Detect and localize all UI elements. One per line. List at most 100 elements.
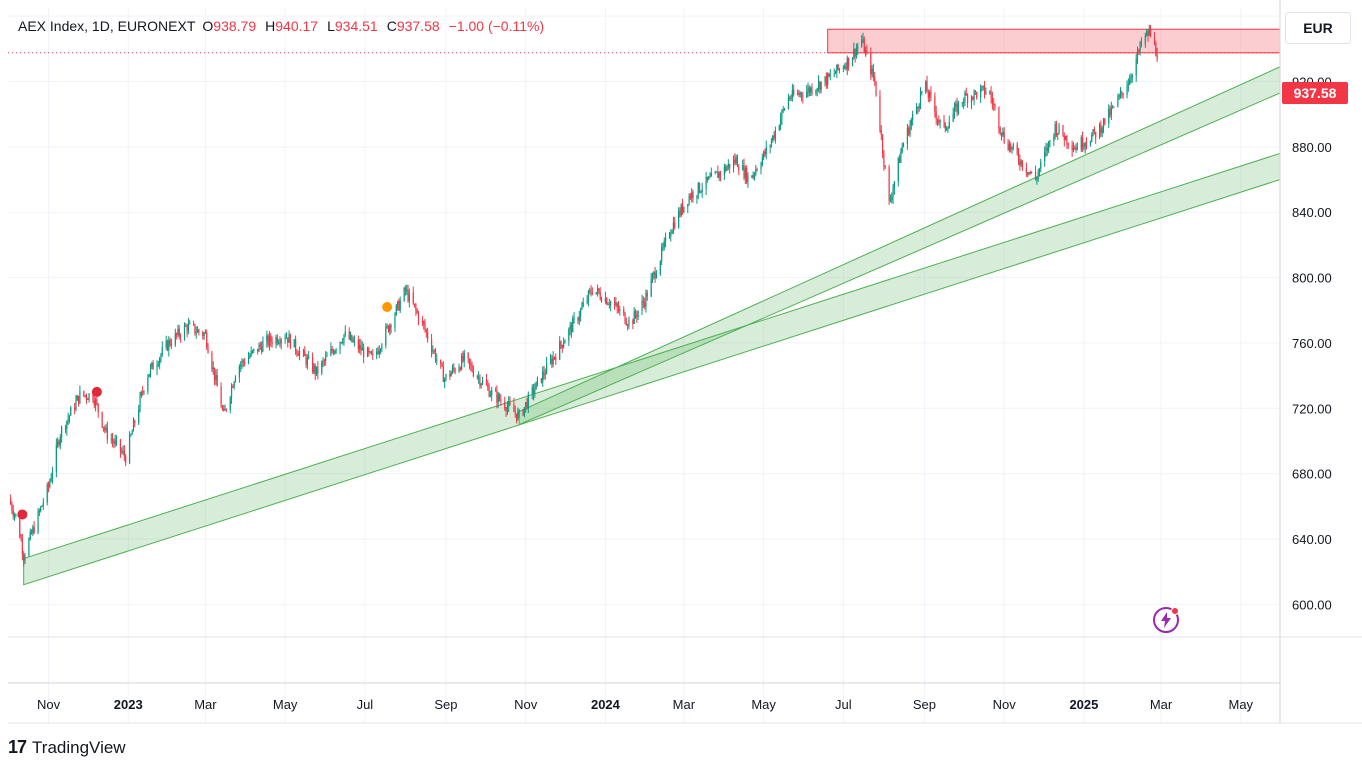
candle-body	[353, 339, 356, 341]
candle-body	[1037, 172, 1039, 179]
candle-body	[1089, 141, 1092, 144]
candle-body	[780, 118, 782, 126]
candle-body	[1057, 132, 1059, 136]
candle-body	[334, 350, 336, 354]
candle-body	[1138, 50, 1140, 52]
candle-body	[115, 439, 118, 441]
candle-body	[570, 325, 573, 333]
candle-body	[726, 167, 728, 171]
candle-body	[88, 393, 90, 400]
candle-body	[955, 103, 957, 107]
candle-body	[915, 106, 918, 114]
candle-body	[990, 91, 992, 98]
candle-body	[406, 289, 408, 291]
candle-body	[1046, 147, 1048, 151]
candle-body	[742, 165, 744, 171]
candle-body	[314, 365, 316, 375]
candle-body	[1139, 42, 1141, 52]
candle-body	[710, 173, 712, 177]
candle-body	[458, 367, 460, 372]
candle-body	[285, 337, 288, 339]
candle-body	[134, 420, 136, 423]
candle-body	[672, 222, 675, 232]
candle-body	[926, 81, 928, 93]
candle-body	[326, 355, 328, 357]
candle-body	[875, 81, 877, 96]
candle-body	[179, 335, 182, 338]
candle-body	[774, 130, 776, 139]
candle-body	[552, 356, 554, 365]
candle-body	[157, 364, 159, 366]
candle-body	[142, 391, 144, 393]
x-tick-label: 2023	[114, 697, 143, 712]
candle-body	[637, 311, 639, 317]
candle-body	[160, 354, 162, 359]
candle-body	[161, 347, 163, 355]
symbol-title[interactable]: AEX Index, 1D, EURONEXT	[18, 18, 196, 34]
candle-body	[871, 68, 873, 75]
candle-body	[900, 152, 902, 163]
candle-body	[159, 358, 161, 365]
candle-body	[1100, 124, 1102, 133]
candle-body	[166, 340, 169, 351]
candle-body	[131, 431, 133, 435]
candle-body	[770, 140, 773, 146]
candle-body	[808, 87, 810, 93]
candle-body	[213, 367, 216, 380]
trend-channel	[518, 66, 1281, 426]
candle-body	[149, 366, 152, 374]
candle-body	[266, 335, 268, 342]
candle-body	[755, 169, 757, 174]
candle-body	[335, 349, 337, 351]
candle-body	[874, 77, 876, 82]
x-tick-label: Sep	[913, 697, 936, 712]
candle-body	[902, 143, 905, 147]
candle-body	[359, 344, 361, 349]
candle-body	[1019, 160, 1021, 165]
candle-body	[1122, 93, 1124, 95]
candle-body	[819, 81, 821, 90]
candle-body	[396, 301, 399, 306]
candle-body	[760, 164, 762, 171]
flash-icon[interactable]	[1152, 606, 1180, 634]
currency-button[interactable]: EUR	[1285, 12, 1351, 44]
candle-body	[543, 371, 545, 375]
candle-body	[591, 293, 593, 295]
candle-body	[735, 157, 737, 163]
candle-body	[398, 301, 400, 311]
y-tick-label: 680.00	[1292, 467, 1332, 482]
candle-body	[13, 514, 16, 516]
candle-body	[564, 340, 566, 344]
candle-body	[891, 197, 893, 200]
candle-body	[1102, 118, 1105, 129]
candle-body	[829, 74, 831, 77]
candle-body	[972, 96, 974, 100]
candle-body	[1054, 124, 1056, 137]
candle-body	[11, 504, 13, 511]
candle-body	[323, 360, 325, 362]
candle-body	[485, 380, 488, 386]
candle-body	[322, 360, 324, 362]
candle-body	[536, 378, 539, 382]
candle-body	[284, 338, 286, 340]
x-tick-label: Nov	[37, 697, 61, 712]
candle-body	[68, 415, 71, 419]
tradingview-logo[interactable]: 17 TradingView	[8, 737, 126, 758]
low-value: 934.51	[334, 18, 378, 34]
candle-body	[625, 323, 627, 325]
candle-body	[736, 157, 739, 167]
candle-body	[898, 158, 901, 163]
candle-body	[927, 92, 929, 98]
candle-body	[1112, 106, 1114, 108]
y-tick-label: 840.00	[1292, 205, 1332, 220]
candle-body	[187, 323, 190, 332]
candle-body	[21, 540, 23, 555]
candle-body	[1003, 131, 1005, 143]
candle-body	[462, 355, 464, 361]
candle-body	[532, 387, 535, 395]
candle-body	[194, 324, 196, 334]
candle-body	[193, 322, 195, 325]
candle-body	[917, 106, 919, 109]
candle-body	[185, 325, 187, 327]
